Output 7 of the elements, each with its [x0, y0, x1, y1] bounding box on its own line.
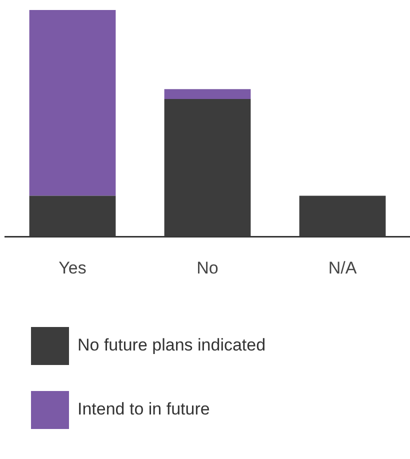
- legend-label: Intend to in future: [78, 400, 210, 419]
- bar: [164, 89, 251, 100]
- x-tick-label: N/A: [328, 258, 358, 278]
- x-tick-label: Yes: [58, 258, 86, 278]
- bar: [29, 10, 116, 196]
- x-tick-label: No: [196, 258, 218, 278]
- legend-label: No future plans indicated: [78, 336, 266, 355]
